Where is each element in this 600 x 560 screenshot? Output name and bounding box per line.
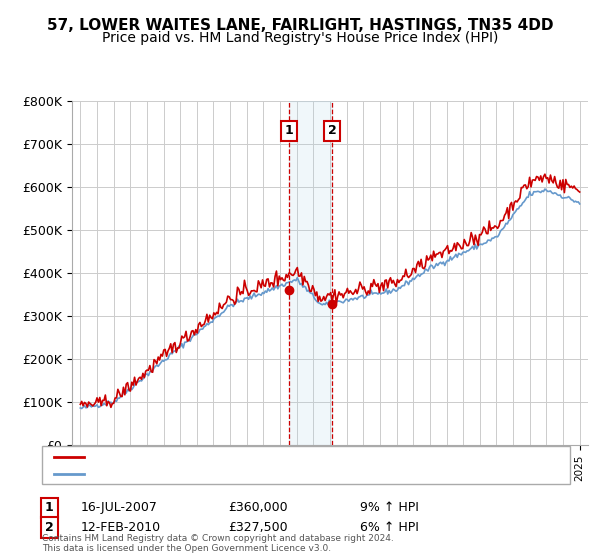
Text: 12-FEB-2010: 12-FEB-2010	[81, 521, 161, 534]
Text: Contains HM Land Registry data © Crown copyright and database right 2024.
This d: Contains HM Land Registry data © Crown c…	[42, 534, 394, 553]
Text: 1: 1	[45, 501, 54, 515]
Text: 2: 2	[45, 521, 54, 534]
Text: 1: 1	[284, 124, 293, 137]
Text: 16-JUL-2007: 16-JUL-2007	[81, 501, 158, 515]
Text: £360,000: £360,000	[228, 501, 287, 515]
Text: £327,500: £327,500	[228, 521, 287, 534]
Bar	[289, 101, 332, 445]
Text: 57, LOWER WAITES LANE, FAIRLIGHT, HASTINGS, TN35 4DD: 57, LOWER WAITES LANE, FAIRLIGHT, HASTIN…	[47, 18, 553, 33]
Text: 57, LOWER WAITES LANE, FAIRLIGHT, HASTINGS, TN35 4DD (detached house): 57, LOWER WAITES LANE, FAIRLIGHT, HASTIN…	[90, 451, 524, 461]
Text: Price paid vs. HM Land Registry's House Price Index (HPI): Price paid vs. HM Land Registry's House …	[102, 31, 498, 45]
Text: HPI: Average price, detached house, Rother: HPI: Average price, detached house, Roth…	[90, 469, 334, 479]
Text: 2: 2	[328, 124, 337, 137]
Text: 6% ↑ HPI: 6% ↑ HPI	[360, 521, 419, 534]
Text: 9% ↑ HPI: 9% ↑ HPI	[360, 501, 419, 515]
